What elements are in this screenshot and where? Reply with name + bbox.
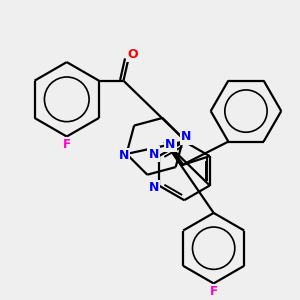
Text: O: O bbox=[127, 48, 138, 61]
Text: F: F bbox=[63, 138, 71, 151]
Text: N: N bbox=[118, 149, 129, 162]
Text: N: N bbox=[165, 138, 176, 151]
Text: N: N bbox=[181, 130, 191, 143]
Text: N: N bbox=[149, 181, 159, 194]
Text: N: N bbox=[149, 148, 159, 161]
Text: F: F bbox=[210, 285, 218, 298]
